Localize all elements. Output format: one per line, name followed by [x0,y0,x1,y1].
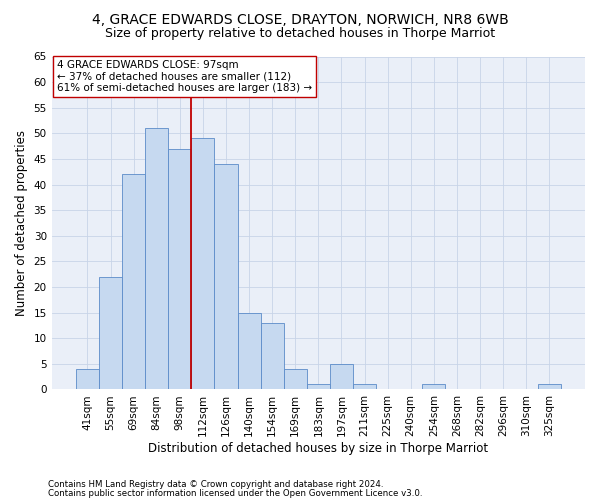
Bar [191,138,214,390]
Text: 4, GRACE EDWARDS CLOSE, DRAYTON, NORWICH, NR8 6WB: 4, GRACE EDWARDS CLOSE, DRAYTON, NORWICH… [92,12,508,26]
Bar [99,277,122,390]
Text: Size of property relative to detached houses in Thorpe Marriot: Size of property relative to detached ho… [105,28,495,40]
Bar [330,364,353,390]
Bar [284,369,307,390]
Text: 4 GRACE EDWARDS CLOSE: 97sqm
← 37% of detached houses are smaller (112)
61% of s: 4 GRACE EDWARDS CLOSE: 97sqm ← 37% of de… [57,60,312,93]
Bar [76,369,99,390]
Bar [145,128,168,390]
Text: Contains HM Land Registry data © Crown copyright and database right 2024.: Contains HM Land Registry data © Crown c… [48,480,383,489]
Bar [238,312,260,390]
Bar [307,384,330,390]
Bar [122,174,145,390]
Text: Contains public sector information licensed under the Open Government Licence v3: Contains public sector information licen… [48,488,422,498]
Bar [168,148,191,390]
Y-axis label: Number of detached properties: Number of detached properties [15,130,28,316]
Bar [260,323,284,390]
Bar [538,384,561,390]
X-axis label: Distribution of detached houses by size in Thorpe Marriot: Distribution of detached houses by size … [148,442,488,455]
Bar [353,384,376,390]
Bar [214,164,238,390]
Bar [422,384,445,390]
